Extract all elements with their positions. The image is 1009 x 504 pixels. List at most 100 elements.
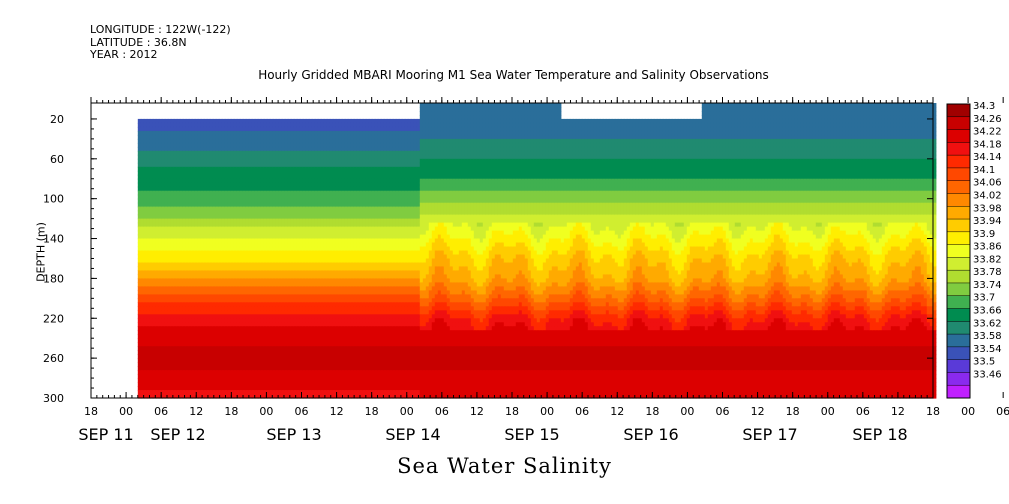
salinity-cell [161, 366, 166, 371]
salinity-cell [227, 182, 232, 188]
salinity-cell [137, 382, 142, 387]
salinity-cell [314, 206, 319, 212]
salinity-cell [209, 182, 214, 188]
salinity-cell [191, 314, 196, 319]
salinity-cell [251, 370, 256, 375]
salinity-cell [272, 118, 277, 124]
salinity-cell [224, 266, 229, 271]
salinity-cell [299, 234, 304, 240]
salinity-cell [305, 354, 310, 359]
salinity-cell [308, 234, 313, 240]
salinity-cell [224, 306, 229, 311]
salinity-cell [209, 222, 214, 228]
salinity-cell [299, 286, 304, 291]
salinity-cell [170, 286, 175, 291]
salinity-cell [170, 250, 175, 256]
salinity-cell [182, 198, 187, 204]
salinity-cell [302, 278, 307, 283]
salinity-cell [311, 226, 316, 232]
salinity-cell [251, 142, 256, 148]
salinity-cell [200, 130, 205, 136]
salinity-cell [155, 138, 160, 144]
salinity-cell [269, 346, 274, 351]
salinity-cell [311, 170, 316, 176]
salinity-cell [314, 282, 319, 287]
salinity-cell [188, 194, 193, 200]
salinity-cell [170, 294, 175, 299]
salinity-cell [215, 358, 220, 363]
salinity-cell [194, 142, 199, 148]
salinity-cell [143, 122, 148, 128]
salinity-cell [146, 390, 151, 395]
salinity-cell [140, 378, 145, 383]
salinity-cell [155, 198, 160, 204]
salinity-cell [188, 254, 193, 260]
salinity-cell [251, 194, 256, 200]
salinity-cell [143, 226, 148, 232]
salinity-cell [245, 122, 250, 128]
salinity-cell [188, 366, 193, 371]
salinity-cell [305, 362, 310, 367]
salinity-cell [248, 158, 253, 164]
salinity-cell [173, 158, 178, 164]
salinity-cell [251, 330, 256, 335]
salinity-cell [266, 298, 271, 303]
salinity-cell [263, 294, 268, 299]
salinity-cell [164, 134, 169, 140]
salinity-cell [257, 162, 262, 168]
salinity-cell [194, 354, 199, 359]
salinity-cell [278, 142, 283, 148]
salinity-cell [278, 258, 283, 264]
salinity-cell [224, 130, 229, 136]
salinity-cell [149, 234, 154, 240]
salinity-cell [146, 230, 151, 236]
salinity-cell [218, 182, 223, 188]
salinity-cell [206, 394, 211, 399]
salinity-cell [308, 178, 313, 184]
salinity-cell [296, 374, 301, 379]
salinity-cell [305, 330, 310, 335]
salinity-cell [185, 346, 190, 351]
salinity-cell [302, 202, 307, 208]
salinity-cell [185, 186, 190, 192]
salinity-cell [179, 118, 184, 124]
salinity-cell [296, 390, 301, 395]
salinity-cell [299, 366, 304, 371]
salinity-cell [140, 230, 145, 236]
salinity-cell [230, 190, 235, 196]
salinity-cell [263, 130, 268, 136]
salinity-cell [248, 378, 253, 383]
salinity-cell [308, 162, 313, 168]
salinity-cell [302, 258, 307, 264]
salinity-cell [290, 282, 295, 287]
salinity-cell [221, 126, 226, 132]
salinity-cell [224, 298, 229, 303]
salinity-cell [167, 182, 172, 188]
salinity-cell [191, 134, 196, 140]
salinity-cell [221, 330, 226, 335]
salinity-cell [242, 266, 247, 271]
salinity-cell [293, 318, 298, 323]
salinity-cell [206, 358, 211, 363]
salinity-cell [224, 346, 229, 351]
salinity-cell [194, 326, 199, 331]
salinity-cell [194, 170, 199, 176]
salinity-cell [281, 390, 286, 395]
salinity-cell [257, 122, 262, 128]
salinity-cell [197, 390, 202, 395]
salinity-cell [263, 198, 268, 204]
salinity-column [287, 118, 292, 399]
salinity-cell [203, 274, 208, 279]
salinity-cell [257, 210, 262, 216]
salinity-cell [236, 282, 241, 287]
salinity-cell [215, 210, 220, 216]
salinity-cell [293, 278, 298, 283]
salinity-cell [164, 210, 169, 216]
salinity-cell [179, 126, 184, 132]
salinity-cell [230, 226, 235, 232]
salinity-cell [149, 134, 154, 140]
salinity-cell [170, 302, 175, 307]
salinity-cell [293, 366, 298, 371]
salinity-cell [143, 206, 148, 212]
salinity-cell [137, 234, 142, 240]
